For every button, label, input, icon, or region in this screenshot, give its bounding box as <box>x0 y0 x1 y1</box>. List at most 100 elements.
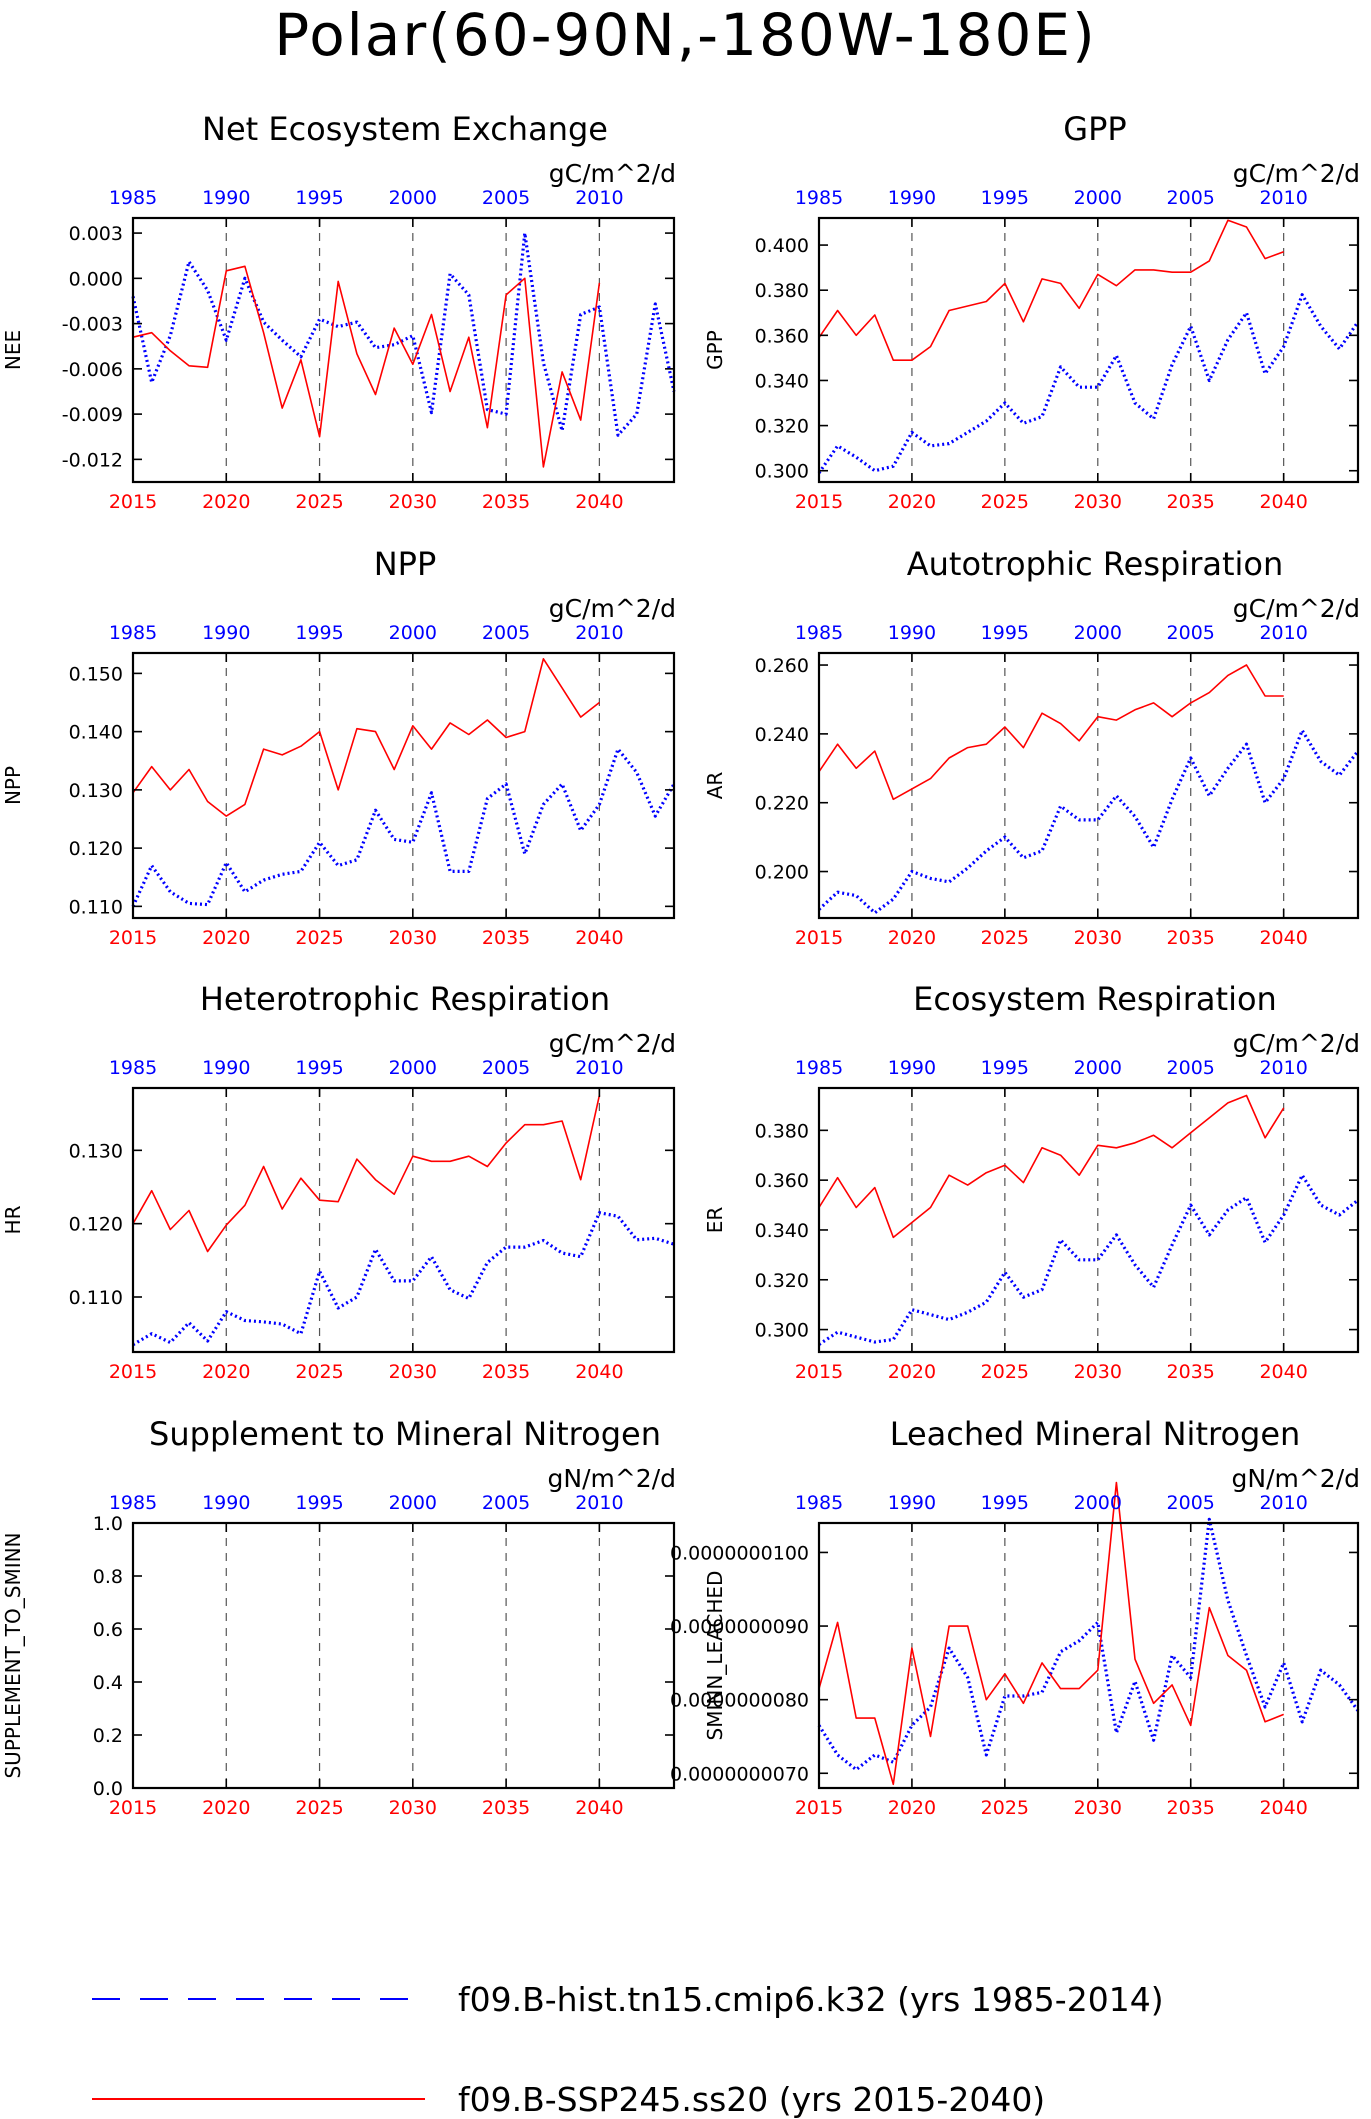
y-tick-label: -0.003 <box>62 314 123 336</box>
x-bottom-tick-label: 2015 <box>109 491 157 513</box>
x-top-tick-label: 2000 <box>389 622 437 644</box>
x-top-tick-label: 1985 <box>109 1492 157 1514</box>
x-bottom-tick-label: 2015 <box>109 927 157 949</box>
plot-frame <box>817 651 1360 920</box>
y-tick-label: -0.012 <box>62 449 123 471</box>
x-bottom-tick-label: 2015 <box>109 1797 157 1819</box>
y-tick-label: 0.110 <box>69 896 123 918</box>
x-top-tick-label: 1995 <box>981 622 1029 644</box>
x-bottom-tick-label: 2020 <box>888 1797 936 1819</box>
y-tick-label: 0.4 <box>93 1672 123 1694</box>
x-top-tick-label: 2000 <box>389 1057 437 1079</box>
x-top-tick-label: 2005 <box>482 1492 530 1514</box>
y-tick-label: -0.006 <box>62 359 123 381</box>
x-bottom-tick-label: 2020 <box>202 1797 250 1819</box>
hist-series-line <box>131 747 676 908</box>
x-bottom-tick-label: 2035 <box>1167 1361 1215 1383</box>
y-tick-label: 0.240 <box>755 724 809 746</box>
y-axis-label: SMINN_LEACHED <box>703 1571 727 1741</box>
x-bottom-tick-label: 2030 <box>389 927 437 949</box>
x-bottom-tick-label: 2025 <box>295 491 343 513</box>
x-top-tick-label: 1985 <box>795 622 843 644</box>
x-bottom-tick-label: 2030 <box>1074 1361 1122 1383</box>
y-tick-label: 0.140 <box>69 722 123 744</box>
y-tick-label: 0.130 <box>69 780 123 802</box>
ssp-series-line <box>132 657 600 817</box>
x-top-tick-label: 2010 <box>575 1057 623 1079</box>
plot-frame <box>817 216 1360 484</box>
chart-title: Net Ecosystem Exchange <box>202 110 608 148</box>
units-label: gC/m^2/d <box>549 594 676 623</box>
x-top-tick-label: 2010 <box>575 1492 623 1514</box>
x-top-tick-label: 1995 <box>981 1057 1029 1079</box>
x-bottom-tick-label: 2035 <box>482 1361 530 1383</box>
x-top-tick-label: 1995 <box>981 1492 1029 1514</box>
x-top-tick-label: 1995 <box>295 1057 343 1079</box>
x-bottom-tick-label: 2025 <box>981 491 1029 513</box>
y-tick-label: 0.0000000070 <box>670 1763 809 1785</box>
y-tick-label: 0.120 <box>69 838 123 860</box>
x-top-tick-label: 2005 <box>1167 187 1215 209</box>
x-top-tick-label: 1995 <box>295 1492 343 1514</box>
legend-hist-label: f09.B-hist.tn15.cmip6.k32 (yrs 1985-2014… <box>458 1980 1164 2019</box>
y-tick-label: 0.360 <box>755 325 809 347</box>
y-tick-label: 0.220 <box>755 793 809 815</box>
x-top-tick-label: 1985 <box>109 622 157 644</box>
y-axis-label: NPP <box>1 766 25 805</box>
ssp-series-line <box>818 219 1284 362</box>
y-axis-label: HR <box>1 1205 25 1234</box>
x-top-tick-label: 1995 <box>295 622 343 644</box>
y-tick-label: 0.200 <box>755 862 809 884</box>
x-top-tick-label: 2010 <box>575 622 623 644</box>
x-bottom-tick-label: 2040 <box>1259 1361 1307 1383</box>
x-top-tick-label: 2010 <box>1259 1492 1307 1514</box>
y-tick-label: 0.380 <box>755 280 809 302</box>
x-top-tick-label: 2005 <box>1167 1492 1215 1514</box>
x-top-tick-label: 1985 <box>795 1492 843 1514</box>
hist-series-line <box>817 293 1360 474</box>
plot-frame <box>131 216 676 484</box>
y-tick-label: 0.120 <box>69 1214 123 1236</box>
ssp-series-line <box>818 1094 1285 1239</box>
x-bottom-tick-label: 2040 <box>575 927 623 949</box>
x-top-tick-label: 2000 <box>1074 622 1122 644</box>
x-bottom-tick-label: 2040 <box>1259 491 1307 513</box>
chart-title: NPP <box>374 545 437 583</box>
x-bottom-tick-label: 2035 <box>482 491 530 513</box>
y-tick-label: 0.110 <box>69 1287 123 1309</box>
chart-title: Ecosystem Respiration <box>913 980 1277 1018</box>
x-top-tick-label: 1995 <box>981 187 1029 209</box>
x-top-tick-label: 1985 <box>795 187 843 209</box>
x-top-tick-label: 2000 <box>389 187 437 209</box>
plot-frame <box>817 1086 1360 1354</box>
chart-title: Leached Mineral Nitrogen <box>890 1415 1301 1453</box>
x-top-tick-label: 2010 <box>1259 187 1307 209</box>
units-label: gC/m^2/d <box>1233 594 1360 623</box>
x-bottom-tick-label: 2035 <box>1167 927 1215 949</box>
plot-frame <box>817 1521 1360 1790</box>
x-top-tick-label: 1985 <box>109 1057 157 1079</box>
x-bottom-tick-label: 2025 <box>295 927 343 949</box>
y-tick-label: 0.320 <box>755 416 809 438</box>
x-bottom-tick-label: 2015 <box>109 1361 157 1383</box>
y-axis-label: NEE <box>1 330 25 370</box>
x-bottom-tick-label: 2020 <box>888 491 936 513</box>
x-top-tick-label: 2010 <box>1259 622 1307 644</box>
y-tick-label: 0.8 <box>93 1566 123 1588</box>
x-top-tick-label: 2005 <box>482 187 530 209</box>
x-bottom-tick-label: 2030 <box>389 491 437 513</box>
x-top-tick-label: 1990 <box>202 622 250 644</box>
x-top-tick-label: 2000 <box>1074 1492 1122 1514</box>
plot-frame <box>131 1521 676 1790</box>
y-axis-label: ER <box>703 1207 727 1234</box>
units-label: gC/m^2/d <box>1233 1029 1360 1058</box>
x-top-tick-label: 2005 <box>482 622 530 644</box>
units-label: gN/m^2/d <box>1232 1464 1361 1493</box>
y-tick-label: 1.0 <box>93 1513 123 1535</box>
chart-title: Heterotrophic Respiration <box>200 980 610 1018</box>
y-tick-label: 0.360 <box>755 1170 809 1192</box>
x-top-tick-label: 2000 <box>389 1492 437 1514</box>
y-tick-label: 0.0 <box>93 1778 123 1800</box>
units-label: gC/m^2/d <box>1233 159 1360 188</box>
x-top-tick-label: 2005 <box>482 1057 530 1079</box>
